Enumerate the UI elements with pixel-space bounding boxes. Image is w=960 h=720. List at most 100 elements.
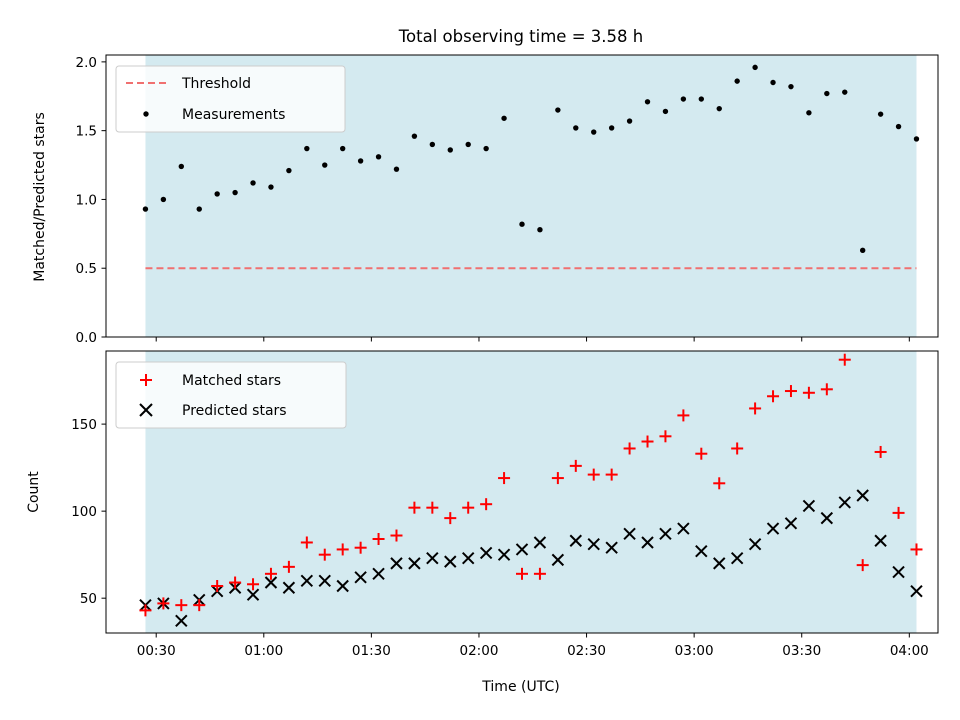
matched-stars-point <box>910 543 923 556</box>
measurement-point <box>339 145 346 152</box>
predicted-stars-point <box>910 585 923 598</box>
bottom-y-tick-label: 150 <box>71 417 97 433</box>
matched-stars-series <box>139 353 923 617</box>
top-y-tick-label: 0.0 <box>76 330 97 346</box>
measurement-point <box>357 158 364 164</box>
measurement-point <box>537 227 543 233</box>
matched-stars-point <box>498 472 511 485</box>
predicted-stars-point <box>605 541 618 554</box>
predicted-stars-point <box>820 511 834 525</box>
measurement-point <box>913 136 920 142</box>
predicted-stars-point <box>838 496 851 509</box>
matched-stars-point <box>856 559 869 572</box>
x-tick-label: 02:00 <box>460 643 499 659</box>
measurement-point <box>859 247 866 254</box>
measurement-point <box>304 145 310 152</box>
measurement-point <box>447 147 453 153</box>
x-tick-label: 01:30 <box>352 643 391 659</box>
matched-stars-point <box>318 548 331 561</box>
measurement-point <box>895 123 902 130</box>
measurements-series <box>142 64 920 254</box>
matched-stars-point <box>587 468 600 481</box>
legend-measurements-label: Measurements <box>182 107 285 123</box>
top-axes-frame <box>105 54 939 338</box>
measurement-point <box>824 90 830 97</box>
matched-stars-point <box>336 543 349 556</box>
x-tick-label: 04:00 <box>890 643 929 659</box>
matched-stars-point <box>659 430 672 443</box>
measurement-point <box>662 108 669 115</box>
measurement-point <box>160 196 167 203</box>
matched-stars-point <box>390 529 403 542</box>
matched-stars-point <box>874 445 887 458</box>
measurement-point <box>788 83 794 90</box>
matched-stars-point <box>157 597 170 610</box>
matched-stars-point <box>892 506 905 519</box>
predicted-stars-point <box>874 534 887 547</box>
measurement-point <box>465 141 471 148</box>
measurement-point <box>626 118 633 124</box>
measurement-point <box>268 184 274 190</box>
predicted-stars-point <box>569 534 583 547</box>
bottom-y-axis-label: Count <box>26 471 42 513</box>
top-y-tick-label: 0.5 <box>76 261 97 277</box>
bottom-y-axis: 50 100 150 <box>71 417 106 607</box>
matched-stars-point <box>731 442 744 455</box>
matched-stars-point <box>641 435 654 448</box>
matched-stars-point <box>749 402 762 415</box>
measurement-point <box>501 115 507 121</box>
predicted-stars-point <box>372 567 385 581</box>
measurement-point <box>842 89 848 95</box>
measurement-point <box>142 206 149 212</box>
predicted-stars-point <box>264 576 278 589</box>
predicted-stars-point <box>282 581 296 594</box>
matched-stars-point <box>247 578 260 591</box>
measurement-point <box>644 99 651 105</box>
matched-stars-point <box>480 498 493 511</box>
measurement-point <box>734 78 740 84</box>
legend-matched-label: Matched stars <box>182 373 281 389</box>
matched-stars-point <box>300 536 313 549</box>
predicted-stars-point <box>856 489 869 502</box>
measurement-point <box>770 79 776 86</box>
predicted-stars-point <box>677 522 690 535</box>
measurement-point <box>286 167 292 174</box>
predicted-stars-point <box>892 565 905 579</box>
predicted-stars-point <box>730 551 744 565</box>
matched-stars-legend-swatch <box>140 374 152 386</box>
measurement-point <box>196 206 202 212</box>
predicted-stars-point <box>551 553 565 567</box>
measurement-point <box>429 141 436 148</box>
x-tick-label: 03:30 <box>782 643 821 659</box>
x-axis: 00:30 01:00 01:30 02:00 02:30 03:00 03:30 04:00 <box>137 633 929 659</box>
measurement-point <box>519 221 525 227</box>
measurement-point <box>322 162 328 168</box>
measurement-point <box>214 191 220 197</box>
legend-threshold-label: Threshold <box>181 76 251 92</box>
matched-stars-point <box>282 560 295 573</box>
predicted-stars-point <box>354 571 367 584</box>
measurement-point <box>877 111 884 117</box>
predicted-stars-legend-swatch <box>139 403 153 417</box>
predicted-stars-point <box>748 538 762 551</box>
matched-stars-point <box>838 353 851 366</box>
legend-predicted-label: Predicted stars <box>182 403 287 419</box>
predicted-stars-point <box>408 557 421 570</box>
bottom-legend: Matched stars Predicted stars <box>115 361 347 429</box>
matched-stars-point <box>713 477 726 490</box>
bottom-y-tick-label: 100 <box>71 504 97 520</box>
predicted-stars-point <box>641 536 654 549</box>
matched-stars-point <box>551 472 564 485</box>
predicted-stars-point <box>623 527 636 540</box>
measurement-point <box>483 145 489 152</box>
top-y-axis-label: Matched/Predicted stars <box>32 112 48 282</box>
predicted-stars-point <box>300 574 314 587</box>
matched-stars-point <box>211 580 224 592</box>
matched-stars-point <box>229 576 242 589</box>
top-panel: 0.00.51.01.52.0 Matched/Predicted stars … <box>32 54 939 346</box>
predicted-stars-point <box>695 544 708 558</box>
matched-stars-point <box>623 442 636 455</box>
matched-stars-point <box>354 541 367 554</box>
top-y-tick-label: 1.0 <box>76 192 97 208</box>
top-legend-box <box>115 65 346 133</box>
